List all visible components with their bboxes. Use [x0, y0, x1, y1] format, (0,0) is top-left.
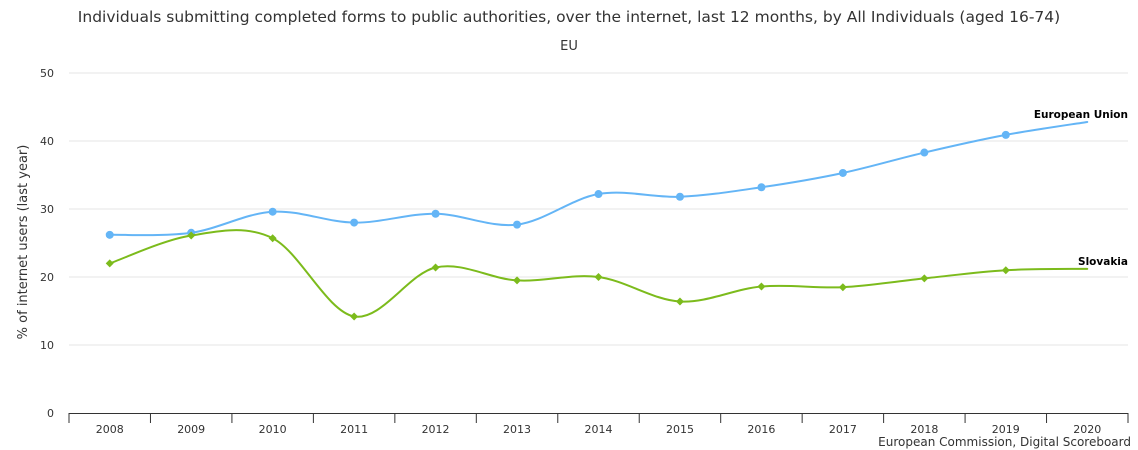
data-point[interactable] [513, 276, 522, 285]
series-european-union: European Union [105, 108, 1129, 239]
y-axis-label: % of internet users (last year) [16, 145, 31, 340]
data-point[interactable] [350, 312, 359, 321]
data-point[interactable] [757, 183, 766, 192]
y-tick-label: 10 [40, 339, 54, 352]
data-point[interactable] [431, 209, 440, 218]
data-point[interactable] [105, 230, 114, 239]
data-point[interactable] [1001, 130, 1010, 139]
series-group: European Union Slovakia [105, 108, 1129, 321]
x-tick-label: 2008 [96, 423, 124, 436]
x-tick-label: 2012 [422, 423, 450, 436]
data-point[interactable] [268, 207, 277, 216]
data-point[interactable] [431, 263, 440, 272]
series-label: Slovakia [1078, 256, 1128, 268]
y-tick-label: 50 [40, 67, 54, 80]
x-tick-label: 2018 [910, 423, 938, 436]
x-tick-label: 2013 [503, 423, 531, 436]
data-point[interactable] [594, 273, 603, 281]
data-point[interactable] [675, 297, 684, 306]
y-tick-label: 20 [40, 271, 54, 284]
y-tick-label: 30 [40, 203, 54, 216]
data-point[interactable] [187, 231, 196, 240]
x-tick-label: 2009 [177, 423, 205, 436]
x-axis: 2008 2009 2010 2011 2012 2013 2014 2015 2016 2017… [68, 413, 1129, 436]
gridlines [69, 72, 1128, 346]
y-tick-label: 0 [47, 407, 54, 420]
data-point[interactable] [594, 190, 603, 199]
x-tick-label: 2015 [666, 423, 694, 436]
y-tick-label: 40 [40, 135, 54, 148]
x-tick-label: 2016 [747, 423, 775, 436]
data-point[interactable] [920, 148, 929, 157]
data-point[interactable] [838, 168, 847, 177]
x-tick-label: 2010 [259, 423, 287, 436]
data-point[interactable] [1001, 266, 1010, 275]
x-tick-label: 2017 [829, 423, 857, 436]
data-point[interactable] [675, 192, 684, 201]
data-point[interactable] [105, 259, 114, 268]
series-label: European Union [1034, 109, 1128, 121]
x-tick-label: 2014 [585, 423, 613, 436]
data-point[interactable] [350, 218, 359, 227]
x-tick-label: 2020 [1073, 423, 1101, 436]
data-point[interactable] [838, 283, 847, 292]
data-point[interactable] [920, 274, 929, 283]
chart-subtitle: EU [560, 39, 578, 54]
x-tick-label: 2019 [992, 423, 1020, 436]
data-point[interactable] [268, 234, 277, 243]
data-point[interactable] [513, 220, 522, 229]
series-line-european-union [108, 120, 1089, 237]
data-point[interactable] [757, 282, 766, 291]
y-axis-ticks: 0 10 20 30 40 50 [40, 67, 54, 420]
chart-credit: European Commission, Digital Scoreboard [878, 435, 1131, 449]
chart-title: Individuals submitting completed forms t… [78, 8, 1060, 26]
series-slovakia: Slovakia [105, 229, 1129, 321]
x-tick-label: 2011 [340, 423, 368, 436]
